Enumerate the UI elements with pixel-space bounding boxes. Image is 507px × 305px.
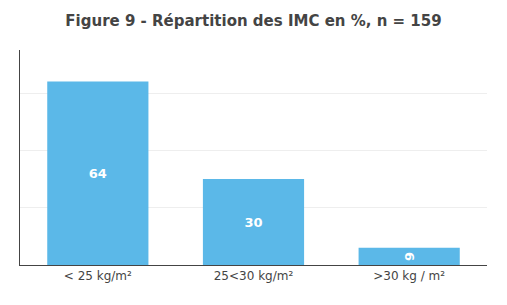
svg-text:30: 30 [244,215,262,230]
svg-text:< 25 kg/m²: < 25 kg/m² [64,269,132,283]
svg-text:6: 6 [402,252,417,261]
svg-text:>30 kg / m²: >30 kg / m² [373,269,445,283]
svg-text:Figure 9 - Répartition des IMC: Figure 9 - Répartition des IMC en %, n =… [65,12,441,30]
svg-text:64: 64 [89,166,107,181]
svg-text:25<30 kg/m²: 25<30 kg/m² [214,269,294,283]
